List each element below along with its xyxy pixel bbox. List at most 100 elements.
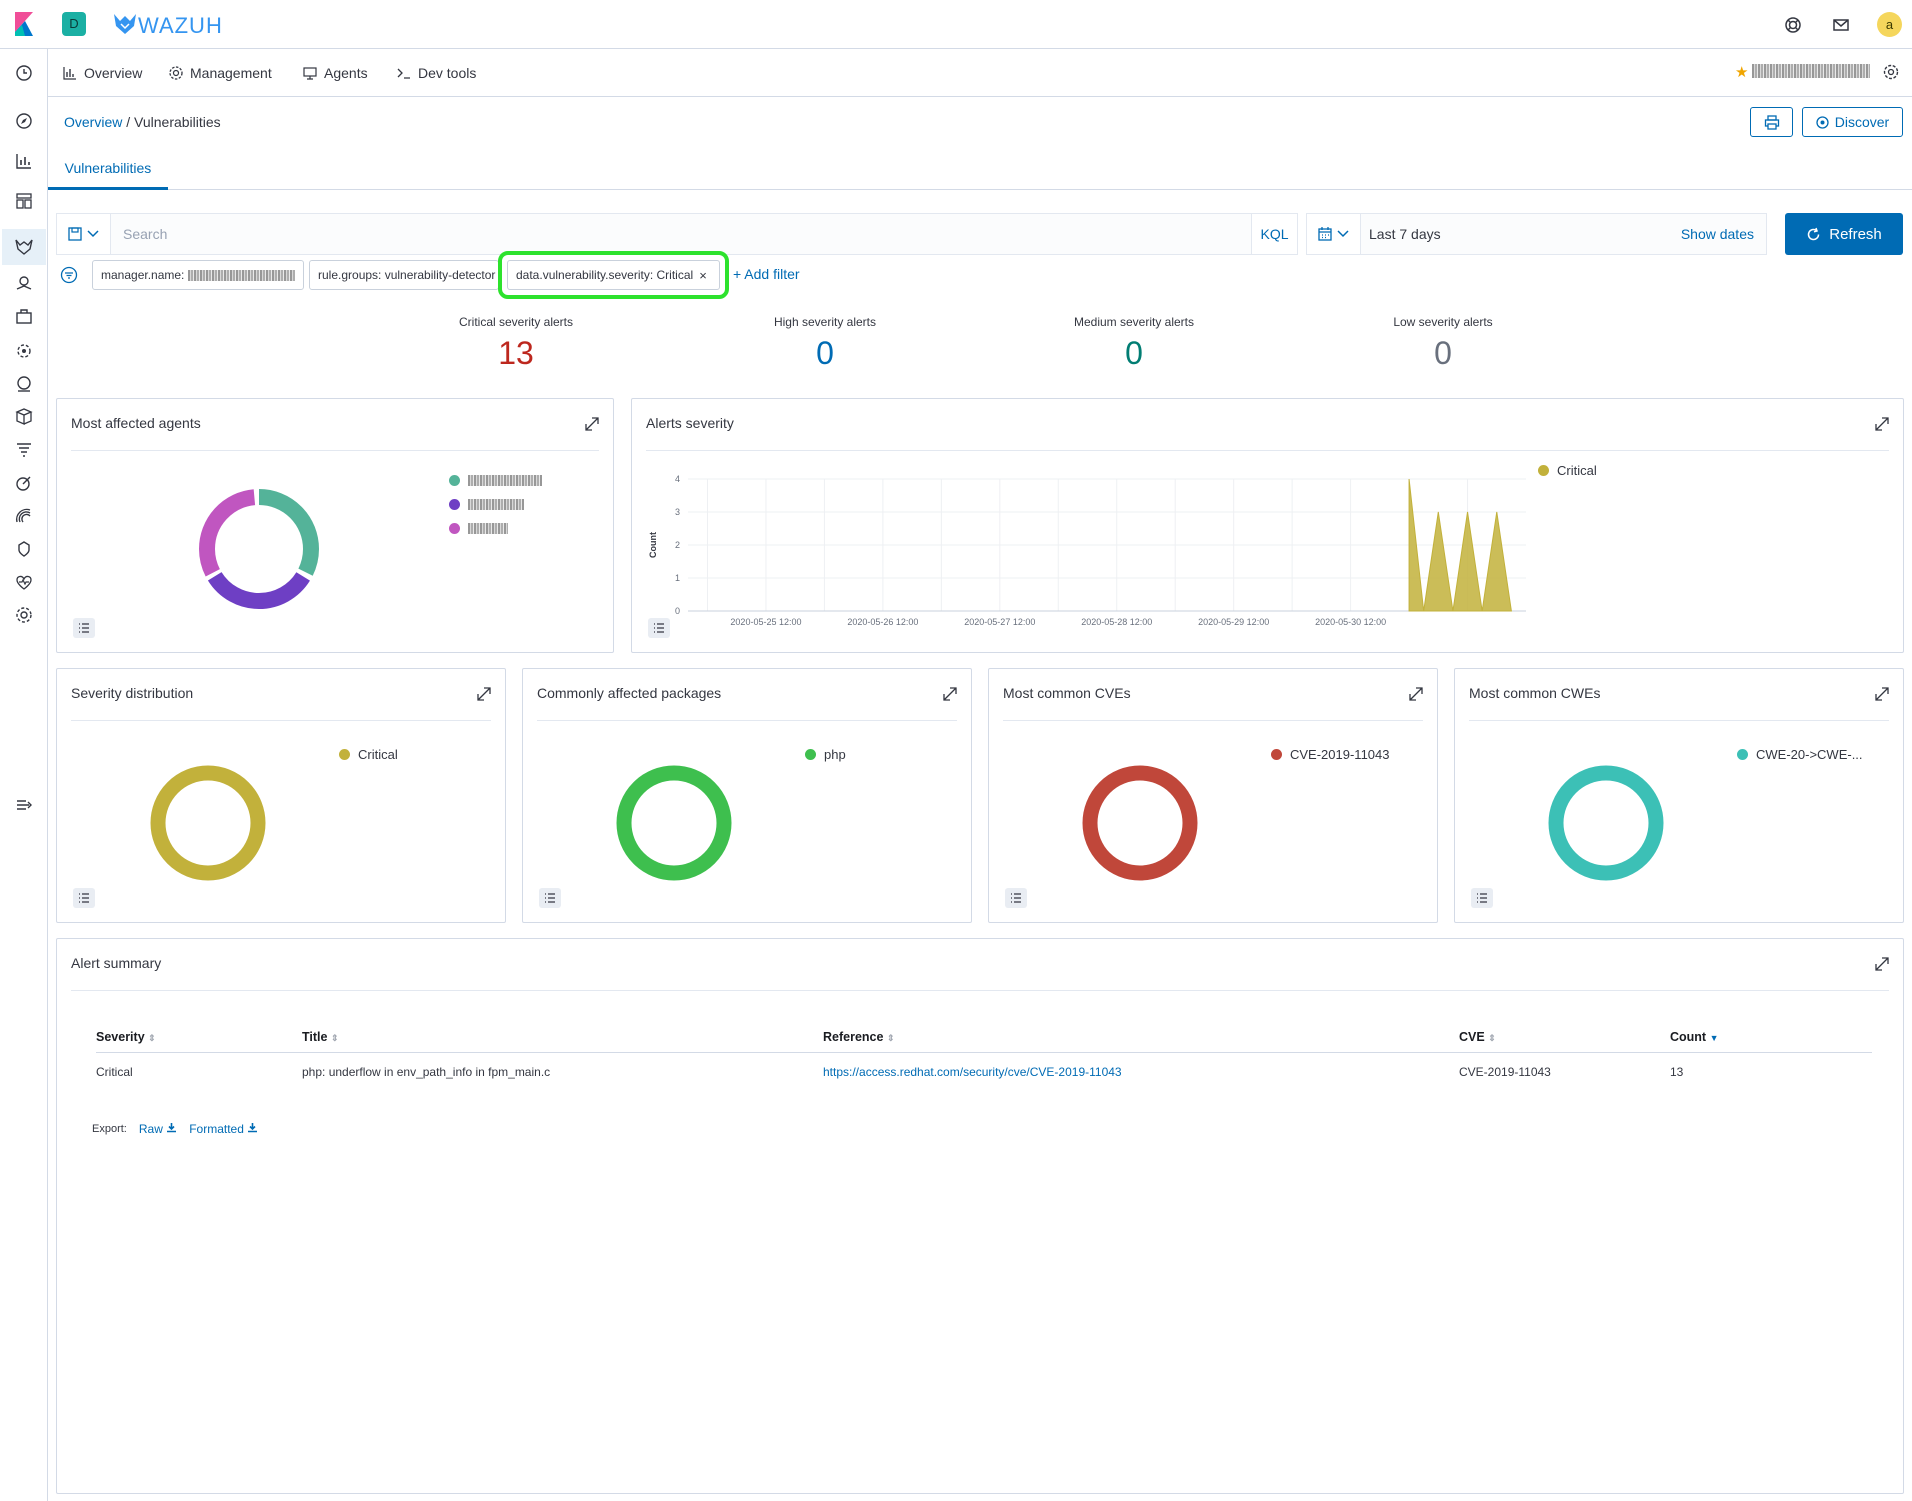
export-formatted-link[interactable]: Formatted (189, 1122, 258, 1136)
remove-filter-close-icon[interactable]: × (699, 267, 707, 283)
expand-icon[interactable] (475, 685, 493, 703)
expand-icon[interactable] (583, 415, 601, 433)
column-header-count[interactable]: Count ▼ (1670, 1020, 1872, 1053)
cves-donut-chart[interactable] (1080, 763, 1200, 883)
monitoring-heartbeat-icon[interactable] (14, 572, 34, 592)
legend-toggle-button[interactable] (1471, 888, 1493, 908)
siem-icon[interactable] (14, 539, 34, 559)
donut-slice[interactable] (1082, 765, 1198, 881)
metric-medium-value[interactable]: 0 (1125, 335, 1143, 371)
kibana-logo-icon[interactable] (13, 12, 35, 36)
legend-toggle-button[interactable] (73, 618, 95, 638)
donut-slice[interactable] (199, 489, 319, 609)
menu-devtools-label: Dev tools (418, 65, 477, 81)
donut-slice[interactable] (150, 765, 266, 881)
recently-viewed-clock-icon[interactable] (14, 63, 34, 83)
uptime-icon[interactable] (14, 506, 34, 526)
search-input[interactable] (123, 214, 1223, 254)
filter-pill-manager-name[interactable]: manager.name: (92, 260, 304, 290)
ml-icon[interactable] (14, 341, 34, 361)
filter-options-icon[interactable] (60, 266, 78, 284)
refresh-icon (1808, 227, 1820, 240)
severity-donut-chart[interactable] (148, 763, 268, 883)
expand-icon[interactable] (1407, 685, 1425, 703)
legend-item-php[interactable]: php (805, 747, 846, 762)
tab-vulnerabilities[interactable]: Vulnerabilities (48, 148, 168, 190)
user-avatar[interactable]: a (1877, 12, 1902, 37)
canvas-icon[interactable] (14, 307, 34, 327)
saved-query-button[interactable] (57, 214, 111, 254)
settings-gear-icon[interactable] (1882, 63, 1900, 81)
pinned-agent-star-icon[interactable]: ★ (1735, 64, 1749, 81)
quick-date-menu-button[interactable] (1307, 214, 1361, 254)
legend-toggle-button[interactable] (539, 888, 561, 908)
help-icon[interactable] (1781, 13, 1805, 37)
wazuh-logo[interactable]: WAZUH (112, 12, 227, 38)
expand-icon[interactable] (1873, 415, 1891, 433)
donut-slice[interactable] (199, 489, 319, 609)
legend-toggle-button[interactable] (1005, 888, 1027, 908)
legend-toggle-button[interactable] (648, 618, 670, 638)
donut-slice[interactable] (1548, 765, 1664, 881)
packages-donut-chart[interactable] (614, 763, 734, 883)
refresh-button[interactable]: Refresh (1785, 213, 1903, 255)
donut-slice[interactable] (199, 489, 319, 609)
maps-icon[interactable] (14, 273, 34, 293)
collapse-menu-icon[interactable] (14, 795, 34, 815)
column-header-cve[interactable]: CVE ⇕ (1459, 1020, 1670, 1053)
date-range-label[interactable]: Last 7 days (1369, 226, 1441, 242)
pinned-agent-name-redacted[interactable] (1752, 64, 1870, 78)
add-filter-link[interactable]: + Add filter (733, 266, 800, 282)
discover-button[interactable]: Discover (1802, 107, 1903, 137)
print-button[interactable] (1750, 107, 1793, 137)
legend-item-agent-2[interactable] (449, 499, 524, 510)
infra-icon[interactable] (14, 407, 34, 427)
expand-icon[interactable] (1873, 955, 1891, 973)
wazuh-app-icon[interactable] (14, 237, 34, 257)
donut-slice[interactable] (616, 765, 732, 881)
visualize-chart-icon[interactable] (14, 151, 34, 171)
table-row[interactable]: Critical php: underflow in env_path_info… (96, 1053, 1872, 1092)
metric-critical-value[interactable]: 13 (498, 335, 534, 371)
kql-toggle-button[interactable]: KQL (1251, 214, 1297, 254)
column-header-severity[interactable]: Severity ⇕ (96, 1020, 302, 1053)
metric-medium-label: Medium severity alerts (1073, 315, 1195, 329)
management-gear-icon[interactable] (14, 605, 34, 625)
legend-item-cve[interactable]: CVE-2019-11043 (1271, 747, 1390, 762)
legend-toggle-button[interactable] (73, 888, 95, 908)
menu-overview-button[interactable]: Overview (62, 49, 142, 97)
column-header-reference[interactable]: Reference ⇕ (823, 1020, 1459, 1053)
discover-compass-icon[interactable] (14, 111, 34, 131)
filter-pill-rule-groups[interactable]: rule.groups: vulnerability-detector (309, 260, 499, 290)
newsfeed-mail-icon[interactable] (1829, 13, 1853, 37)
cell-reference-link[interactable]: https://access.redhat.com/security/cve/C… (823, 1065, 1122, 1079)
panel-divider (71, 990, 1889, 991)
filter-pill-severity-critical[interactable]: data.vulnerability.severity: Critical × (507, 260, 720, 290)
space-badge[interactable]: D (62, 12, 86, 36)
menu-agents-button[interactable]: Agents (302, 49, 368, 97)
column-header-title[interactable]: Title ⇕ (302, 1020, 823, 1053)
expand-icon[interactable] (941, 685, 959, 703)
breadcrumb-overview-link[interactable]: Overview (64, 114, 123, 130)
legend-item-critical[interactable]: Critical (1538, 463, 1597, 478)
legend-item-cwe[interactable]: CWE-20->CWE-... (1737, 747, 1863, 762)
dashboard-icon[interactable] (14, 191, 34, 211)
graph-icon[interactable] (14, 374, 34, 394)
apm-icon[interactable] (14, 473, 34, 493)
logs-icon[interactable] (14, 440, 34, 460)
metric-high-value[interactable]: 0 (816, 335, 834, 371)
menu-management-button[interactable]: Management (168, 49, 272, 97)
show-dates-link[interactable]: Show dates (1680, 226, 1754, 242)
list-icon (1011, 893, 1021, 903)
metric-low-value[interactable]: 0 (1434, 335, 1452, 371)
legend-item-agent-1[interactable] (449, 475, 542, 486)
cwes-donut-chart[interactable] (1546, 763, 1666, 883)
legend-item-critical[interactable]: Critical (339, 747, 398, 762)
menu-devtools-button[interactable]: Dev tools (396, 49, 476, 97)
expand-icon[interactable] (1873, 685, 1891, 703)
legend-item-agent-3[interactable] (449, 523, 508, 534)
export-raw-link[interactable]: Raw (139, 1122, 177, 1136)
alerts-severity-area-chart[interactable]: 0 1 2 3 4 2020-05-25 12:00 2020-05-26 12:00 202… (642, 465, 1742, 625)
agents-donut-chart[interactable] (197, 487, 321, 611)
y-tick-label: 1 (675, 573, 680, 583)
